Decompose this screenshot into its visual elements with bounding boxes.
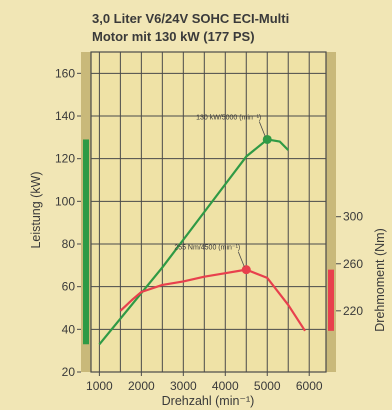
left-tick-label: 120 — [55, 152, 75, 166]
power-peak-marker — [263, 135, 272, 144]
x-axis-label: Drehzahl (min⁻¹) — [162, 394, 255, 408]
left-tick-label: 40 — [62, 322, 76, 336]
chart-subtitle: Motor mit 130 kW (177 PS) — [92, 29, 255, 44]
left-tick-label: 100 — [55, 194, 75, 208]
x-tick-label: 3000 — [170, 379, 197, 393]
left-tick-label: 20 — [62, 365, 76, 379]
left-tick-label: 160 — [55, 66, 75, 80]
left-tick-label: 140 — [55, 109, 75, 123]
left-y-axis-label: Leistung (kW) — [29, 171, 43, 248]
power-range-bar — [83, 139, 89, 344]
x-tick-label: 2000 — [128, 379, 155, 393]
chart-title: 3,0 Liter V6/24V SOHC ECI-Multi — [92, 11, 289, 26]
power-peak-label: 130 kW/5000 (min⁻¹) — [196, 114, 261, 121]
right-y-axis-label: Drehmoment (Nm) — [373, 228, 387, 332]
chart-plot-area: 20 40 60 80 100 120 140 160 220 260 300 1000 2000 300… — [55, 52, 363, 393]
right-tick-label: 260 — [343, 257, 363, 271]
x-tick-label: 6000 — [296, 379, 323, 393]
torque-range-bar — [328, 270, 334, 331]
torque-peak-marker — [242, 265, 251, 274]
plot-background — [91, 52, 326, 372]
right-tick-label: 300 — [343, 210, 363, 224]
left-tick-label: 60 — [62, 280, 76, 294]
torque-peak-label: 255 Nm/4500 (min⁻¹) — [174, 245, 240, 252]
x-tick-label: 5000 — [254, 379, 281, 393]
left-tick-label: 80 — [62, 237, 76, 251]
x-tick-label: 4000 — [212, 379, 239, 393]
right-tick-label: 220 — [343, 304, 363, 318]
x-tick-label: 1000 — [86, 379, 113, 393]
